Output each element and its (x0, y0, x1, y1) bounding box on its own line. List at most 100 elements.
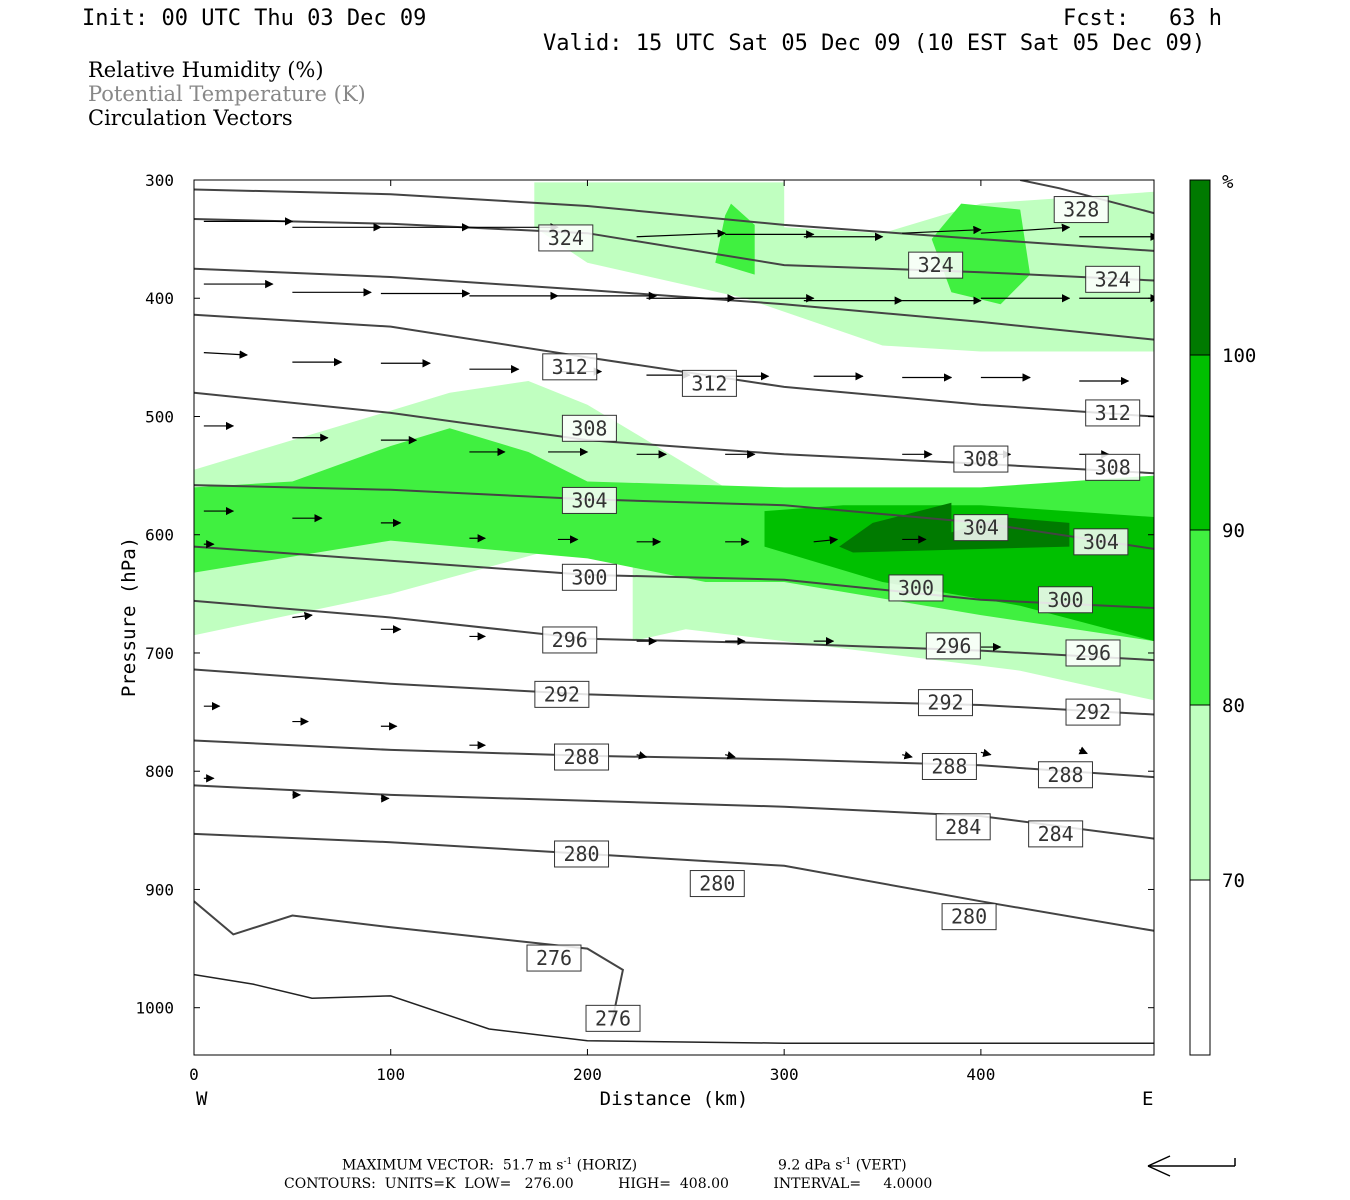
x-end-label-east: E (1142, 1088, 1153, 1110)
contour-label-text: 292 (1075, 700, 1111, 724)
vector-52 (292, 611, 313, 621)
contour-label-312-0: 312 (542, 353, 598, 381)
contour-label-324-1: 324 (908, 251, 964, 279)
contour-label-text: 280 (951, 905, 987, 929)
theta-contour-296 (194, 599, 1154, 662)
contour-label-text: 304 (571, 488, 607, 512)
contour-label-284-1: 284 (1028, 820, 1084, 848)
contour-label-box (561, 563, 617, 591)
y-tick-label-600: 600 (145, 526, 174, 545)
contour-label-box (908, 251, 964, 279)
contour-label-304-2: 304 (1073, 528, 1129, 556)
colorbar-label-70: 70 (1222, 870, 1245, 892)
contour-label-288-1: 288 (921, 752, 977, 780)
contour-label-box (1037, 586, 1093, 614)
contour-label-box (561, 414, 617, 442)
theta-contour-304 (194, 484, 1154, 550)
contour-label-284-0: 284 (935, 813, 991, 841)
contour-label-box (1073, 528, 1129, 556)
contour-label-text: 308 (1095, 455, 1131, 479)
contour-label-text: 276 (536, 946, 572, 970)
vector-67 (1078, 746, 1088, 755)
x-tick-label-400: 400 (966, 1065, 995, 1084)
contour-label-296-1: 296 (925, 632, 981, 660)
contour-label-280-0: 280 (554, 840, 610, 868)
contour-label-box (935, 813, 991, 841)
vector-8 (980, 223, 1071, 234)
x-tick-label-300: 300 (770, 1065, 799, 1084)
contour-label-box (1028, 820, 1084, 848)
contour-label-292-0: 292 (534, 680, 590, 708)
contour-label-box (917, 689, 973, 717)
contour-label-300-0: 300 (561, 563, 617, 591)
contour-label-text: 324 (1095, 267, 1131, 291)
contour-label-box (941, 903, 997, 931)
contour-label-296-0: 296 (542, 626, 598, 654)
contour-label-text: 288 (1047, 763, 1083, 787)
contour-label-box (925, 632, 981, 660)
contour-label-text: 304 (1083, 530, 1119, 554)
contour-label-text: 304 (963, 516, 999, 540)
theta-contour-284 (194, 784, 1154, 840)
contour-label-288-0: 288 (554, 743, 610, 771)
contour-label-292-2: 292 (1065, 698, 1121, 726)
y-tick-label-1000: 1000 (135, 999, 174, 1018)
theta-contour-316 (194, 267, 1154, 341)
contour-label-box (921, 752, 977, 780)
contour-label-box (953, 514, 1009, 542)
contour-label-box (538, 224, 594, 252)
legend-potential-temperature: Potential Temperature (K) (88, 82, 366, 106)
contour-label-292-1: 292 (917, 689, 973, 717)
colorbar-segment-2 (1189, 529, 1211, 706)
contour-label-text: 296 (935, 634, 971, 658)
axes: 300 400 500 600 700 800 900 1000 0 100 200 300 400 (135, 171, 1154, 1084)
colorbar: 70 80 90 100% (1189, 171, 1256, 1056)
valid-time: Valid: 15 UTC Sat 05 Dec 09 (10 EST Sat … (543, 31, 1206, 56)
contour-label-box (1065, 698, 1121, 726)
contour-labels: 328 324 324 324 312 312 312 308 308 308 304 304 304 3… (526, 196, 1141, 1032)
contour-label-312-1: 312 (681, 369, 737, 397)
rh-shading (194, 182, 1154, 701)
contour-label-box (1065, 639, 1121, 667)
y-tick-label-300: 300 (145, 171, 174, 190)
vector-7 (902, 225, 982, 235)
rh-region-6 (839, 502, 1070, 553)
contour-label-text: 300 (1047, 588, 1083, 612)
colorbar-segment-0 (1189, 879, 1211, 1056)
contour-label-text: 288 (931, 754, 967, 778)
vector-4 (636, 229, 726, 238)
y-tick-label-500: 500 (145, 407, 174, 426)
theta-contour-292 (194, 668, 1154, 716)
theta-contour-308 (194, 391, 1154, 475)
x-end-label-west: W (196, 1088, 208, 1110)
contour-label-text: 312 (1095, 401, 1131, 425)
footer-contours: CONTOURS: UNITS=K LOW= 276.00 HIGH= 408.… (284, 1176, 933, 1192)
contour-label-324-2: 324 (1085, 265, 1141, 293)
circulation-vectors (203, 217, 1154, 803)
vector-64 (725, 751, 736, 760)
contour-label-280-1: 280 (689, 870, 745, 898)
y-axis-title: Pressure (hPa) (118, 537, 140, 697)
contour-label-box (554, 840, 610, 868)
colorbar-segment-3 (1189, 354, 1211, 531)
footer-vert-vector: 9.2 dPa s-1 (VERT) (778, 1157, 907, 1174)
contour-label-308-0: 308 (561, 414, 617, 442)
contour-label-text: 312 (691, 371, 727, 395)
contour-label-280-2: 280 (941, 903, 997, 931)
contour-label-312-2: 312 (1085, 399, 1141, 427)
contour-label-324-0: 324 (538, 224, 594, 252)
contour-label-text: 292 (544, 682, 580, 706)
x-tick-label-200: 200 (573, 1065, 602, 1084)
vector-21 (203, 350, 248, 359)
contour-label-text: 300 (571, 565, 607, 589)
contour-label-box (534, 680, 590, 708)
contour-label-300-2: 300 (1037, 586, 1093, 614)
contour-label-box (585, 1004, 641, 1032)
colorbar-label-80: 80 (1222, 695, 1245, 717)
colorbar-label-100: 100 (1222, 345, 1256, 367)
forecast-hour: Fcst: 63 h (1063, 6, 1222, 31)
contour-label-box (1085, 265, 1141, 293)
contour-label-box (689, 870, 745, 898)
theta-contour-320 (194, 188, 1154, 252)
